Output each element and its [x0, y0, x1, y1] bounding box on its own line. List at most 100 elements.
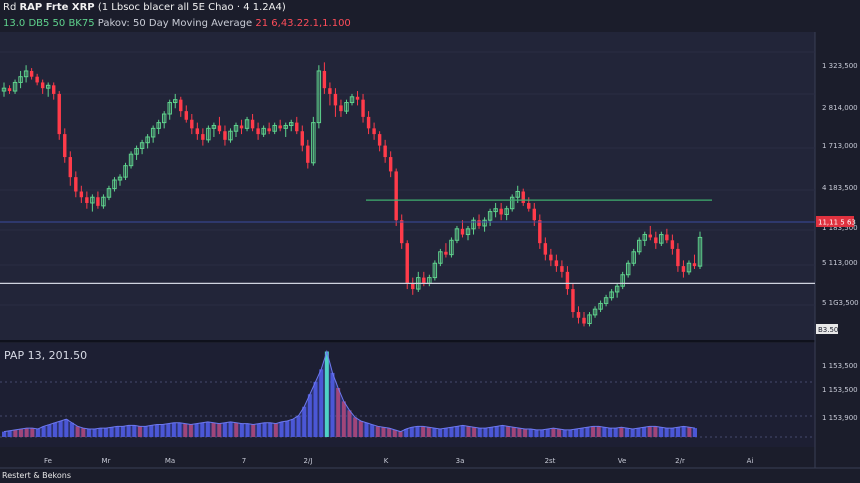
candle-down — [648, 234, 652, 238]
price-tick-label: 5 1G3,500 — [822, 299, 859, 307]
candle-up — [173, 99, 178, 104]
price-tick-label: 1 713,000 — [822, 142, 858, 150]
price-tick-label: 1 183,500 — [822, 224, 858, 232]
time-tick-label: Ai — [747, 457, 754, 465]
candle-up — [438, 251, 443, 264]
candle-up — [145, 136, 150, 144]
candle-up — [642, 234, 647, 241]
candle-down — [411, 283, 415, 290]
candle-down — [29, 70, 34, 77]
candle-down — [85, 197, 89, 203]
candle-up — [316, 70, 322, 124]
candle-up — [18, 76, 23, 83]
candle-up — [471, 219, 476, 230]
symbol-prefix: Rd — [3, 2, 17, 13]
candle-down — [460, 228, 465, 235]
candle-down — [654, 237, 658, 244]
candle-up — [106, 188, 112, 198]
candle-down — [322, 70, 327, 89]
candle-up — [123, 165, 128, 178]
candle-down — [692, 263, 697, 267]
candle-down — [400, 220, 404, 244]
candle-down — [223, 131, 227, 140]
candle-up — [272, 124, 277, 132]
candle-down — [333, 93, 338, 106]
candle-up — [161, 113, 167, 124]
candle-down — [477, 220, 481, 226]
time-tick-label: 7 — [242, 457, 246, 465]
candle-down — [444, 251, 448, 255]
candle-up — [244, 119, 250, 129]
candle-down — [676, 248, 680, 267]
ma-value-a: 21 — [255, 18, 269, 29]
candle-up — [432, 262, 438, 279]
indicator-tick-label: 1 153,500 — [822, 386, 858, 394]
time-tick-label: 2/r — [675, 457, 685, 465]
time-tick-label: K — [384, 457, 389, 465]
candle-down — [377, 134, 382, 146]
price-tick-label: 4 183,500 — [822, 184, 858, 192]
candle-down — [250, 119, 255, 129]
price-tag-box — [816, 216, 854, 227]
candle-down — [57, 93, 61, 135]
candle-up — [637, 239, 642, 253]
candle-up — [156, 122, 161, 129]
candle-down — [295, 122, 299, 132]
candle-down — [63, 134, 67, 158]
candle-down — [190, 119, 194, 129]
candle-up — [23, 70, 29, 78]
candle-down — [521, 191, 525, 203]
candle-up — [112, 179, 117, 190]
candle-down — [267, 128, 271, 132]
indicator-value: 13, 201.50 — [27, 349, 88, 362]
footer-label: Restert & Bekons — [2, 471, 71, 480]
candle-up — [493, 208, 498, 213]
price-tag-label: 11,11 5 63 — [818, 219, 856, 227]
candle-up — [344, 102, 349, 112]
candle-up — [686, 262, 692, 273]
time-tick-label: Ma — [165, 457, 175, 465]
candle-down — [422, 277, 426, 284]
ohlc-values: 13.0 DB5 50 BK75 — [3, 18, 95, 29]
candle-up — [128, 153, 134, 167]
candle-down — [560, 266, 564, 272]
candle-down — [527, 202, 531, 209]
candle-up — [625, 262, 631, 276]
candle-down — [681, 266, 686, 272]
candle-up — [101, 196, 106, 207]
candle-down — [184, 111, 188, 120]
candle-up — [167, 102, 172, 115]
candle-down — [278, 125, 282, 129]
candle-up — [482, 219, 487, 227]
candle-down — [256, 128, 260, 135]
candle-up — [614, 285, 620, 293]
indicator-label: PAP 13, 201.50 — [4, 349, 87, 362]
candle-down — [543, 243, 548, 255]
ma-value-b: 6,43.22.1,1.100 — [271, 18, 351, 29]
ma-label: Pakov: 50 Day Moving Average — [97, 18, 253, 29]
candle-up — [631, 251, 636, 264]
candle-down — [52, 85, 56, 94]
candle-down — [571, 289, 575, 313]
candle-up — [211, 124, 217, 129]
candle-up — [45, 84, 51, 89]
overlay-lines — [0, 199, 815, 284]
time-tick-label: Fe — [44, 457, 52, 465]
symbol-detail: (1 Lbsoc blacer all 5E Chao · 4 1.2A4) — [97, 2, 286, 13]
candle-down — [35, 76, 39, 83]
time-tick-label: 3a — [456, 457, 465, 465]
symbol-name: RAP Frte XRP — [19, 2, 95, 13]
candle-up — [12, 81, 18, 92]
candle-down — [201, 134, 205, 140]
candle-up — [454, 228, 460, 241]
indicator-tick-label: 1 153,900 — [822, 414, 858, 422]
candle-down — [339, 105, 343, 112]
candle-down — [499, 208, 503, 215]
volume-series — [0, 349, 815, 438]
candle-down — [306, 145, 310, 163]
candle-up — [228, 130, 233, 141]
candle-up — [465, 228, 471, 236]
candle-up — [283, 124, 288, 129]
candle-down — [532, 208, 536, 221]
